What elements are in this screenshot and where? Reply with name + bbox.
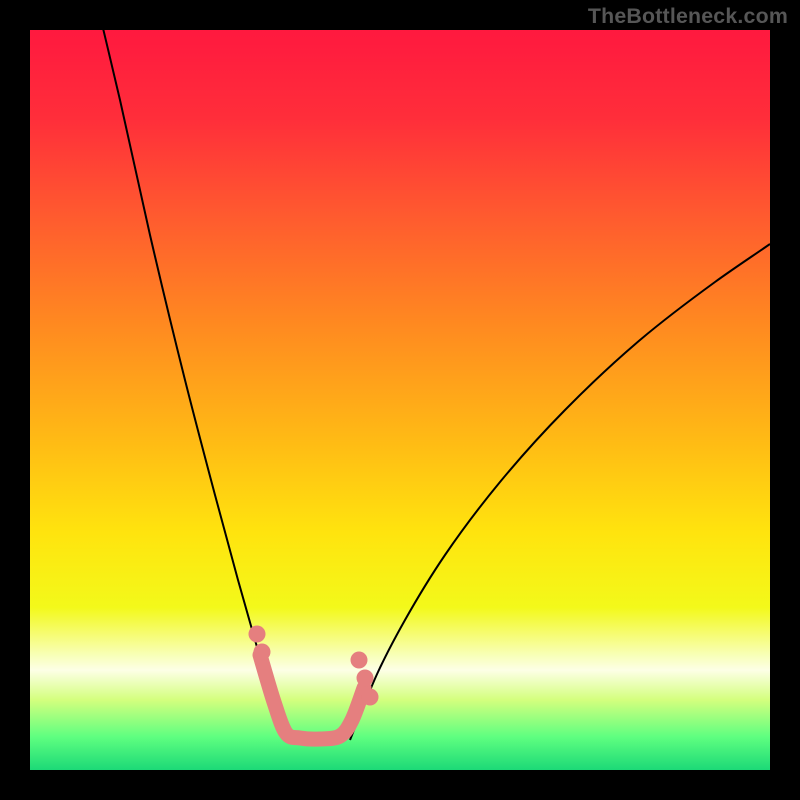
data-point-1: [254, 644, 271, 661]
watermark-text: TheBottleneck.com: [588, 4, 788, 29]
data-point-3: [357, 670, 374, 687]
data-point-4: [362, 689, 379, 706]
plot-background: [30, 30, 770, 770]
data-point-2: [351, 652, 368, 669]
bottleneck-chart: [0, 0, 800, 800]
data-point-0: [249, 626, 266, 643]
